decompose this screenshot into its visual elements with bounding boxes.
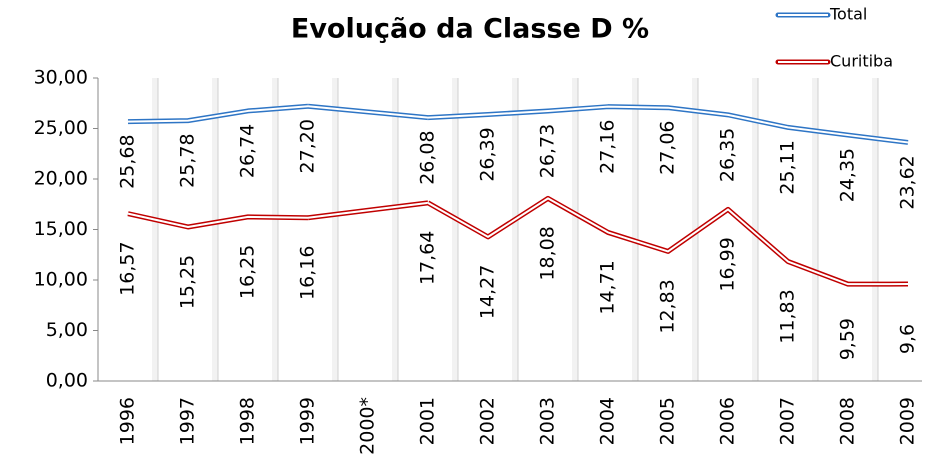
x-tick-label: 2008 [837,397,859,445]
data-label: 16,57 [117,241,139,295]
series-line-core [127,105,309,123]
gap-connector-core [307,201,429,219]
y-tick-label: 10,00 [34,269,88,291]
gap-connector-core [307,105,429,119]
y-tick-label: 25,00 [34,117,88,139]
x-tick-label: 2002 [477,397,499,445]
legend-label: Curitiba [830,52,893,71]
data-label: 16,99 [717,237,739,291]
data-label: 23,62 [897,155,919,209]
x-tick-label: 2009 [897,397,919,445]
data-label: 15,25 [177,255,199,309]
data-label: 27,16 [597,119,619,173]
y-tick-label: 5,00 [46,319,88,341]
x-tick-label: 1998 [237,397,259,445]
data-label: 24,35 [837,148,859,202]
series-line-core [427,105,909,144]
series-line-core [127,212,309,228]
band-shade [272,78,278,381]
series-line [426,195,909,287]
band-shade [512,78,518,381]
data-label: 9,6 [897,324,919,354]
data-label: 11,83 [777,289,799,343]
data-label: 27,06 [657,120,679,174]
band-shade [812,78,818,381]
x-tick-label: 1999 [297,397,319,445]
series-line-core [427,197,909,286]
y-tick-label: 15,00 [34,218,88,240]
band-shade [872,78,878,381]
data-label: 14,27 [477,265,499,319]
data-label: 26,35 [717,128,739,182]
x-tick-label: 2001 [417,397,439,445]
band-shade [212,78,218,381]
x-tick-label: 1996 [117,397,139,445]
data-label: 14,71 [597,260,619,314]
band-shade [632,78,638,381]
data-label: 12,83 [657,279,679,333]
data-label: 9,59 [837,318,859,360]
chart-title: Evolução da Classe D % [291,14,649,45]
data-label: 26,73 [537,124,559,178]
x-tick-label: 2005 [657,397,679,445]
legend-label: Total [829,5,867,24]
band-shade [752,78,758,381]
x-tick-label: 2007 [777,397,799,445]
x-tick-label: 2004 [597,397,619,445]
y-tick-label: 30,00 [34,67,88,89]
x-tick-label: 2003 [537,397,559,445]
band-shade [392,78,398,381]
band-shade [152,78,158,381]
x-tick-label: 1997 [177,397,199,445]
data-label: 16,16 [297,246,319,300]
data-label: 26,39 [477,127,499,181]
y-tick-label: 0,00 [46,370,88,392]
band-shade [572,78,578,381]
data-label: 25,78 [177,133,199,187]
data-label: 18,08 [537,226,559,280]
x-tick-label: 2006 [717,397,739,445]
data-label: 16,25 [237,245,259,299]
data-label: 27,20 [297,119,319,173]
data-label: 17,64 [417,231,439,285]
x-tick-label: 2000* [357,397,379,455]
band-shade [332,78,338,381]
data-label: 25,11 [777,140,799,194]
y-tick-label: 20,00 [34,168,88,190]
data-label: 25,68 [117,134,139,188]
band-shade [452,78,458,381]
data-label: 26,74 [237,124,259,178]
data-label: 26,08 [417,130,439,184]
